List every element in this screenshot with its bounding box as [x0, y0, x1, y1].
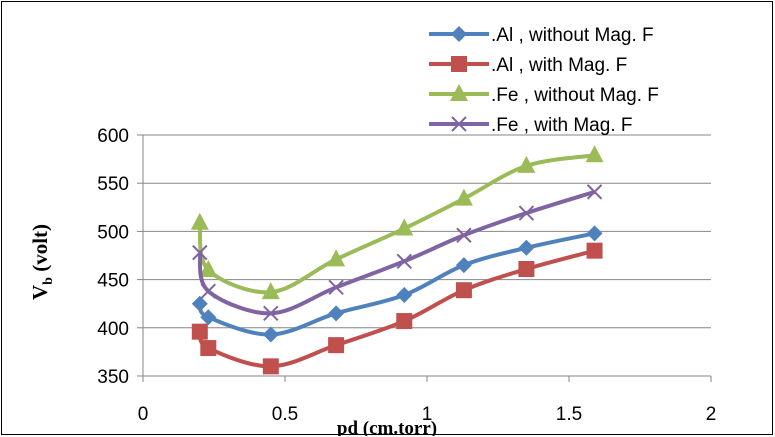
legend-label: .Fe , with Mag. F	[491, 115, 632, 136]
x-axis-label: pd (cm.torr)	[337, 418, 437, 436]
x-tick-label: 1	[422, 404, 433, 425]
axes	[137, 134, 712, 382]
gridlines	[143, 134, 711, 377]
legend: .Al , without Mag. F .Al , with Mag. F .Fe…	[429, 25, 659, 136]
data-point-x	[192, 244, 208, 261]
legend-swatch-marker	[451, 56, 467, 72]
data-point-triangle	[517, 155, 536, 173]
data-point-square	[518, 260, 535, 277]
data-point-diamond	[262, 326, 279, 343]
data-point-diamond	[518, 239, 535, 256]
x-marker-stroke	[586, 184, 603, 200]
data-point-square	[262, 358, 279, 375]
legend-entry: .Al , without Mag. F	[429, 25, 654, 46]
x-tick-label: 1.5	[556, 404, 582, 425]
series-2	[191, 242, 603, 375]
y-axis-label: Vb (volt)	[28, 224, 56, 300]
data-point-x	[396, 253, 412, 269]
legend-label: .Fe , without Mag. F	[491, 85, 659, 106]
legend-entry: .Al , with Mag. F	[429, 55, 627, 76]
series-line	[197, 189, 596, 316]
series-group	[190, 145, 604, 375]
x-marker-stroke	[263, 305, 279, 322]
x-tick-label: 2	[706, 404, 717, 425]
data-point-square	[328, 337, 345, 354]
y-axis-label-main: V	[28, 285, 52, 300]
legend-swatch-marker	[450, 84, 468, 101]
series-line	[197, 153, 595, 295]
x-tick-label: 0.5	[272, 404, 298, 425]
data-point-x	[200, 283, 217, 299]
series-1	[191, 225, 603, 343]
data-point-triangle	[585, 145, 604, 163]
data-point-diamond	[191, 295, 208, 312]
data-point-square	[191, 323, 208, 340]
x-tick-labels: 0 0.5 1 1.5 2	[138, 404, 717, 425]
data-point-diamond	[200, 309, 217, 326]
data-point-triangle	[327, 249, 346, 267]
data-point-diamond	[396, 287, 413, 304]
y-tick-labels: 350 400 450 500 550 600	[97, 126, 129, 388]
data-point-triangle	[199, 259, 218, 277]
x-marker-stroke	[396, 253, 412, 269]
x-marker-stroke	[200, 283, 217, 299]
x-marker-stroke	[451, 116, 467, 132]
y-tick-label: 550	[97, 174, 129, 195]
x-marker-stroke	[192, 244, 208, 261]
data-point-diamond	[455, 257, 472, 274]
x-marker-stroke	[328, 279, 344, 296]
data-point-x	[328, 279, 344, 296]
y-tick-label: 600	[97, 126, 129, 147]
legend-entry: .Fe , with Mag. F	[429, 115, 632, 136]
x-marker-stroke	[456, 227, 472, 243]
data-point-x	[456, 227, 472, 243]
y-axis-label-subscript: b	[41, 277, 56, 285]
data-point-triangle	[454, 188, 473, 206]
series-4	[192, 184, 603, 322]
data-point-triangle	[261, 282, 280, 300]
legend-swatch-marker	[451, 116, 467, 132]
y-tick-label: 500	[97, 222, 129, 243]
data-point-square	[396, 313, 413, 330]
legend-label: .Al , without Mag. F	[491, 25, 654, 46]
data-point-triangle	[395, 218, 414, 236]
data-point-diamond	[586, 225, 603, 242]
x-marker-stroke	[518, 205, 535, 221]
legend-entry: .Fe , without Mag. F	[429, 84, 659, 106]
data-point-square	[200, 340, 217, 357]
x-tick-label: 0	[138, 404, 149, 425]
data-point-x	[586, 184, 603, 200]
data-point-x	[263, 305, 279, 322]
y-tick-label: 400	[97, 319, 129, 340]
data-point-square	[455, 282, 472, 299]
y-tick-label: 350	[97, 367, 129, 388]
y-tick-label: 450	[97, 271, 129, 292]
data-point-triangle	[190, 212, 209, 230]
data-point-diamond	[328, 305, 345, 322]
series-3	[190, 145, 604, 300]
data-point-square	[586, 242, 603, 259]
legend-swatch-marker	[451, 26, 467, 42]
legend-label: .Al , with Mag. F	[491, 55, 627, 76]
y-axis-label-unit: (volt)	[28, 224, 52, 277]
data-point-x	[518, 205, 535, 221]
